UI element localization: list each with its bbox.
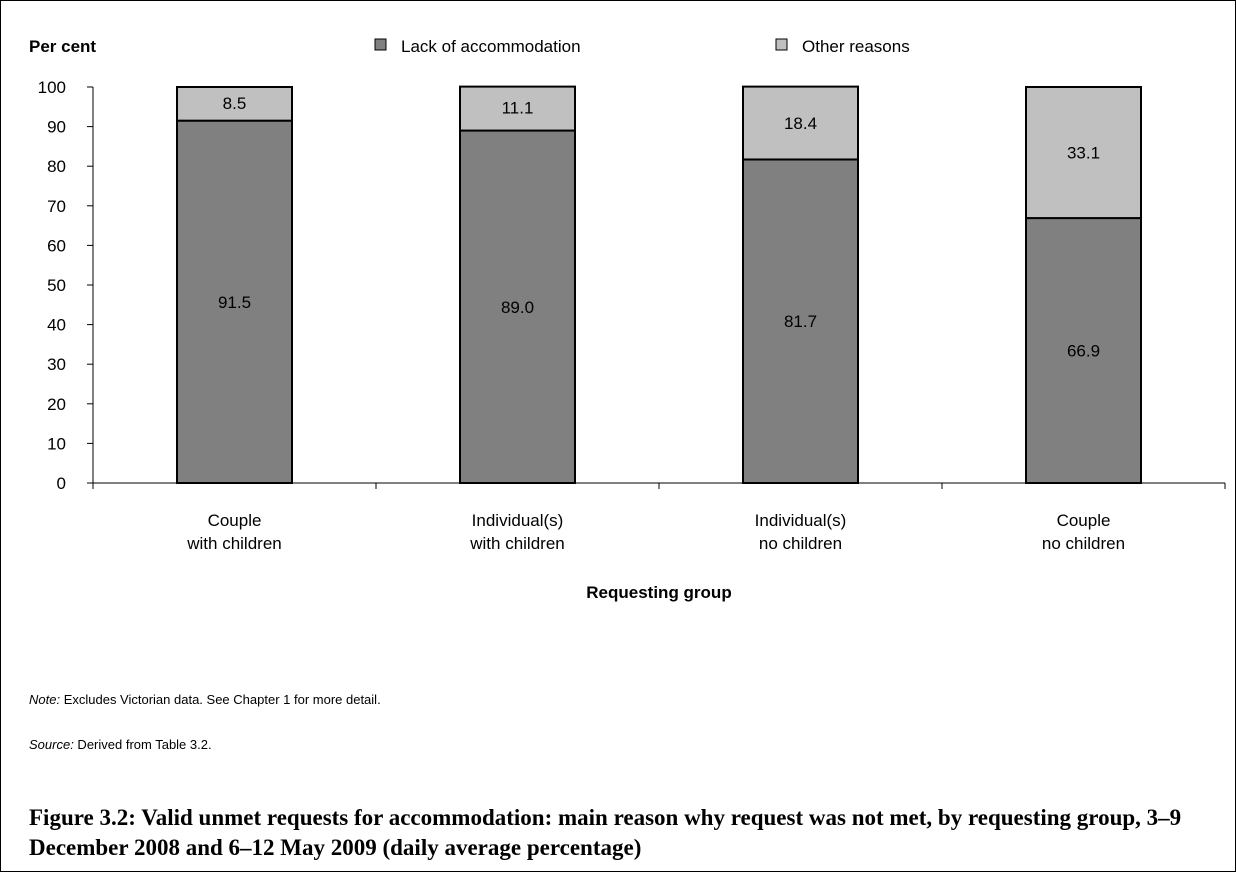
y-tick-label: 80 <box>47 157 66 176</box>
x-category-label: Individual(s) <box>472 511 564 530</box>
stacked-bar-chart: Per cent Lack of accommodation Other reaso… <box>29 37 1226 602</box>
y-tick-label: 20 <box>47 395 66 414</box>
data-label: 89.0 <box>501 298 534 317</box>
data-label: 8.5 <box>223 94 247 113</box>
figure-caption: Figure 3.2: Valid unmet requests for acc… <box>29 805 1182 860</box>
bar-other-reasons <box>1025 86 1142 220</box>
y-tick-label: 10 <box>47 434 66 453</box>
x-category-label: Couple <box>208 511 262 530</box>
bar-lack-of-accommodation <box>742 158 859 485</box>
x-category-label: with children <box>469 534 565 553</box>
data-label: 11.1 <box>502 99 534 118</box>
x-category-label: no children <box>759 534 842 553</box>
legend-label: Lack of accommodation <box>401 37 581 56</box>
legend-swatch <box>775 38 788 51</box>
note-line: Note: Excludes Victorian data. See Chapt… <box>29 692 381 707</box>
y-tick-label: 0 <box>57 474 66 493</box>
y-tick-label: 70 <box>47 197 66 216</box>
y-axis-label: Per cent <box>29 37 96 56</box>
note-text: Excludes Victorian data. See Chapter 1 f… <box>60 692 381 707</box>
bar-other-reasons <box>459 85 576 132</box>
y-tick-label: 60 <box>47 236 66 255</box>
bar-other-reasons <box>742 85 859 161</box>
y-tick-label: 50 <box>47 276 66 295</box>
data-label: 18.4 <box>784 114 817 133</box>
data-label: 66.9 <box>1067 342 1100 361</box>
source-text: Derived from Table 3.2. <box>73 737 212 752</box>
bar-other-reasons <box>176 86 293 122</box>
bar-lack-of-accommodation <box>1025 217 1142 485</box>
legend-swatch <box>374 38 387 51</box>
legend-label: Other reasons <box>802 37 910 56</box>
y-tick-label: 30 <box>47 355 66 374</box>
data-label: 91.5 <box>218 293 251 312</box>
x-category-label: no children <box>1042 534 1125 553</box>
source-line: Source: Derived from Table 3.2. <box>29 737 212 752</box>
x-category-label: with children <box>186 534 282 553</box>
x-axis-label: Requesting group <box>586 583 731 602</box>
y-tick-label: 100 <box>38 78 66 97</box>
y-tick-label: 40 <box>47 316 66 335</box>
data-label: 81.7 <box>784 312 817 331</box>
note-label: Note: <box>29 692 61 707</box>
x-category-label: Individual(s) <box>755 511 847 530</box>
y-tick-label: 90 <box>47 118 66 137</box>
data-label: 33.1 <box>1067 144 1100 163</box>
source-label: Source: <box>29 737 74 752</box>
x-category-label: Couple <box>1057 511 1111 530</box>
